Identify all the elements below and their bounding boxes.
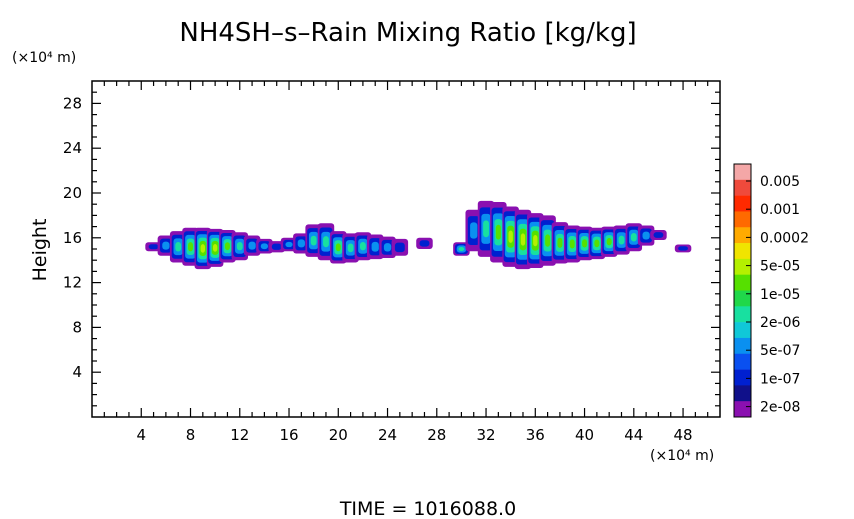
data-region: [285, 241, 293, 248]
data-region: [520, 233, 526, 246]
data-layer: [145, 200, 692, 270]
data-region: [323, 236, 329, 248]
x-ticks: 4 8 12 16 20 24 28 32 36 40 44 48: [103, 81, 709, 444]
y-ticks: 4 8 12 16 20 24 28: [63, 91, 720, 407]
colorbar-label: 1e-07: [760, 371, 800, 387]
y-tick-label: 20: [63, 184, 82, 202]
colorbar-swatch: [734, 274, 751, 291]
colorbar-swatch: [734, 227, 751, 244]
colorbar-swatch: [734, 385, 751, 402]
data-region: [371, 241, 379, 252]
colorbar-label: 0.005: [760, 174, 800, 190]
x-tick-label: 8: [186, 426, 196, 444]
colorbar-label: 0.001: [760, 202, 800, 218]
data-region: [458, 246, 465, 252]
x-tick-label: 32: [476, 426, 495, 444]
y-tick-label: 8: [72, 318, 82, 336]
y-tick-label: 12: [63, 274, 82, 292]
y-tick-label: 24: [63, 139, 82, 157]
data-region: [653, 232, 664, 238]
data-region: [618, 235, 625, 245]
data-region: [188, 242, 193, 252]
colorbar: 0.005 0.001 0.0002 5e-05 1e-05 2e-06 5e-07 1e-0…: [733, 163, 809, 418]
y-unit-label: (×10⁴ m): [12, 50, 76, 66]
x-tick-label: 44: [624, 426, 643, 444]
colorbar-swatch: [734, 306, 751, 323]
x-unit-label: (×10⁴ m): [650, 448, 714, 464]
colorbar-label: 0.0002: [760, 230, 809, 246]
data-region: [347, 243, 354, 253]
data-region: [162, 241, 170, 250]
colorbar-swatch: [734, 290, 751, 307]
data-region: [470, 222, 478, 239]
x-tick-label: 24: [378, 426, 397, 444]
colorbar-swatch: [734, 179, 751, 196]
y-tick-label: 28: [63, 94, 82, 112]
data-region: [175, 242, 182, 252]
colorbar-swatch: [734, 353, 751, 370]
data-region: [483, 220, 489, 238]
colorbar-label: 2e-08: [760, 400, 800, 416]
colorbar-swatch: [734, 211, 751, 228]
data-region: [557, 237, 563, 248]
colorbar-label: 2e-06: [760, 315, 800, 331]
colorbar-swatch: [734, 243, 751, 260]
x-tick-label: 36: [526, 426, 545, 444]
data-region: [642, 231, 650, 240]
y-axis-label: Height: [29, 219, 51, 282]
colorbar-label: 5e-07: [760, 343, 800, 359]
data-region: [236, 241, 243, 251]
colorbar-swatch: [734, 369, 751, 386]
colorbar-swatch: [734, 322, 751, 339]
time-footer: TIME = 1016088.0: [339, 498, 516, 519]
data-region: [200, 244, 206, 253]
data-region: [383, 243, 392, 252]
colorbar-label: 1e-05: [760, 287, 800, 303]
data-region: [212, 243, 218, 252]
data-region: [606, 238, 612, 246]
colorbar-swatch: [734, 401, 751, 418]
x-tick-label: 48: [674, 426, 693, 444]
colorbar-frame: [733, 163, 752, 418]
data-region: [419, 240, 430, 247]
data-region: [678, 246, 688, 251]
y-tick-label: 4: [72, 363, 82, 381]
data-region: [394, 242, 405, 253]
data-region: [224, 242, 230, 251]
data-region: [594, 239, 600, 248]
x-tick-label: 12: [230, 426, 249, 444]
x-tick-label: 40: [575, 426, 594, 444]
data-region: [310, 235, 317, 246]
data-region: [508, 230, 513, 243]
data-region: [148, 244, 159, 250]
colorbar-swatch: [734, 337, 751, 355]
y-tick-label: 16: [63, 229, 82, 247]
x-tick-label: 4: [136, 426, 146, 444]
colorbar-label: 5e-05: [760, 259, 800, 275]
chart-title: NH4SH–s–Rain Mixing Ratio [kg/kg]: [179, 18, 636, 48]
data-region: [297, 239, 305, 248]
data-region: [545, 234, 551, 247]
data-region: [271, 243, 282, 250]
colorbar-swatch: [734, 258, 751, 275]
x-tick-label: 20: [329, 426, 348, 444]
data-region: [248, 241, 256, 250]
data-region: [335, 243, 341, 252]
data-region: [630, 233, 637, 242]
data-region: [533, 234, 538, 247]
data-region: [495, 224, 501, 240]
data-region: [569, 239, 575, 249]
data-region: [260, 243, 269, 250]
colorbar-swatch: [734, 195, 751, 212]
data-region: [359, 241, 366, 251]
colorbar-swatch: [734, 164, 751, 181]
x-tick-label: 28: [427, 426, 446, 444]
data-region: [582, 239, 588, 248]
x-tick-label: 16: [279, 426, 298, 444]
